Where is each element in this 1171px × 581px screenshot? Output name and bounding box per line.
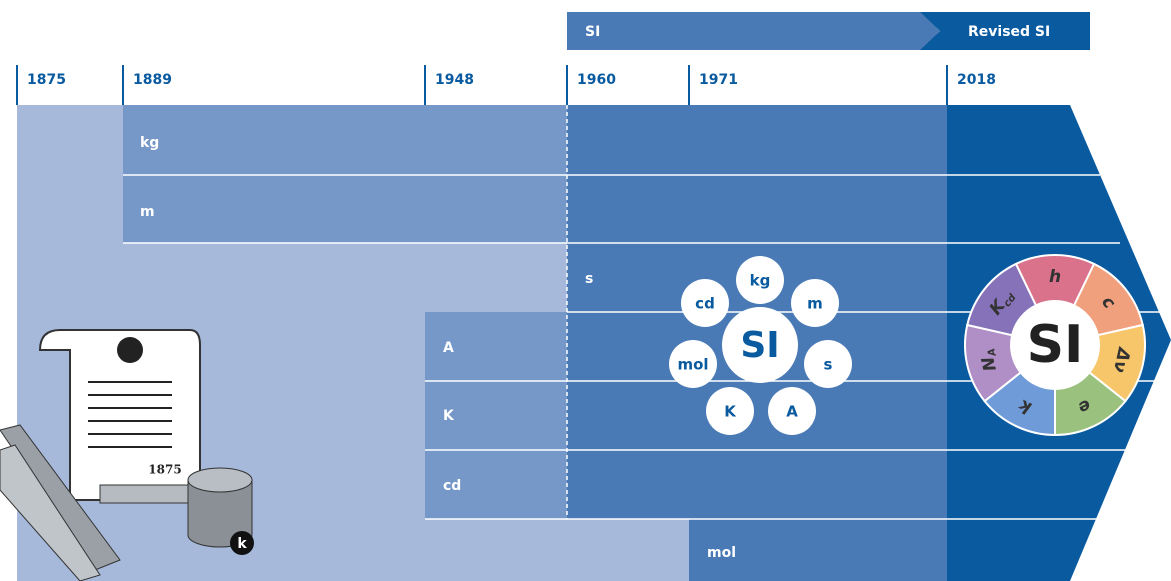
unit-circle-label: K <box>724 403 737 421</box>
constant-symbol: h <box>1049 267 1061 287</box>
unit-circle-label: A <box>786 403 798 421</box>
si-label: SI <box>585 24 600 40</box>
unit-label: mol <box>707 545 736 561</box>
seal <box>117 337 143 363</box>
si-history-diagram: SI Revised SI 1875 k 1875 1889 1948 1960 197… <box>0 0 1171 581</box>
year-label: 1971 <box>699 72 738 88</box>
kg-m-region <box>123 105 567 243</box>
mass-symbol: k <box>237 536 247 552</box>
unit-label: K <box>443 408 455 424</box>
constant-label: h <box>1049 267 1061 287</box>
year-label: 1889 <box>133 72 172 88</box>
year-label: 2018 <box>957 72 996 88</box>
unit-label: A <box>443 340 454 356</box>
unit-label: m <box>140 204 155 220</box>
si-band <box>567 12 937 50</box>
document-year: 1875 <box>148 463 181 477</box>
bar <box>100 485 190 503</box>
unit-label: cd <box>443 478 461 494</box>
revised-si-circle-label: SI <box>1027 315 1084 375</box>
unit-circle-label: mol <box>677 356 708 374</box>
unit-circle-label: m <box>807 295 823 313</box>
year-label: 1875 <box>27 72 66 88</box>
unit-label: kg <box>140 135 159 151</box>
si-circle-label: SI <box>740 325 779 366</box>
year-label: 1960 <box>577 72 616 88</box>
unit-circle-label: s <box>824 356 833 374</box>
unit-label: s <box>585 271 593 287</box>
year-label: 1948 <box>435 72 474 88</box>
mass-top <box>188 468 252 492</box>
unit-circle-label: cd <box>695 295 715 313</box>
unit-circle-label: kg <box>750 272 771 290</box>
revised-si-label: Revised SI <box>968 24 1050 40</box>
